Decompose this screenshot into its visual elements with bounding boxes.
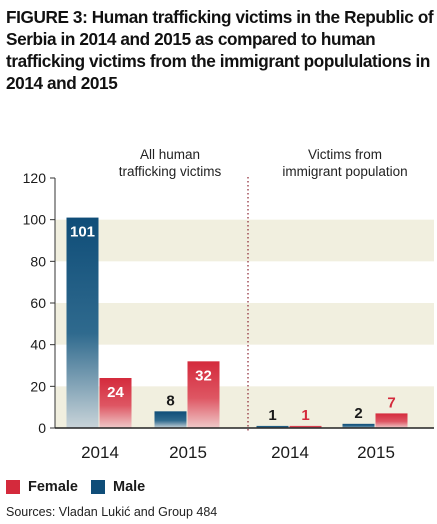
grid-band	[55, 219, 434, 262]
y-tick-label: 120	[23, 170, 47, 186]
data-label: 2	[354, 405, 362, 422]
y-tick-label: 0	[38, 420, 46, 436]
y-tick-label: 20	[30, 378, 46, 394]
x-tick-label: 2015	[169, 443, 207, 462]
chart-title: FIGURE 3: Human trafficking victims in t…	[6, 7, 434, 93]
source-note: Sources: Vladan Lukić and Group 484	[6, 505, 218, 519]
bars	[66, 217, 408, 428]
bar-female-all-2015	[187, 361, 220, 428]
y-tick-label: 100	[23, 212, 47, 228]
x-tick-label: 2014	[271, 443, 309, 462]
bar-female-all-2014	[99, 378, 132, 428]
data-label: 101	[70, 224, 95, 241]
y-tick-label: 80	[30, 253, 46, 269]
legend-label-female: Female	[28, 479, 78, 495]
grid-band	[55, 303, 434, 345]
data-label: 32	[195, 367, 212, 384]
legend-swatch-male	[91, 480, 105, 494]
legend-male: Male	[91, 479, 145, 495]
bar-male-immigrant-2014	[256, 425, 289, 428]
bar-female-immigrant-2015	[375, 413, 408, 428]
legend-female: Female	[6, 479, 78, 495]
data-label: 1	[301, 407, 309, 424]
data-label: 1	[268, 407, 276, 424]
x-tick-label: 2015	[357, 443, 395, 462]
data-label: 24	[107, 384, 124, 401]
legend-label-male: Male	[113, 479, 146, 495]
data-labels: 101 24 8 32 1 1 2 7	[70, 224, 396, 424]
y-tick-label: 60	[30, 295, 46, 311]
x-tick-label: 2014	[81, 443, 119, 462]
y-axis-ticks: 0 20 40 60 80 100 120	[23, 170, 56, 436]
data-label: 7	[387, 394, 395, 411]
x-axis-ticks: 2014 2015 2014 2015	[81, 443, 395, 462]
legend-swatch-female	[6, 480, 20, 494]
bar-male-all-2014	[66, 217, 99, 428]
bar-male-immigrant-2015	[342, 423, 375, 428]
bar-female-immigrant-2014	[289, 425, 322, 428]
y-tick-label: 40	[30, 337, 46, 353]
bar-male-all-2015	[154, 411, 187, 428]
group-label-all-victims: All human trafficking victims	[118, 147, 222, 179]
data-label: 8	[166, 392, 174, 409]
group-label-immigrant-victims: Victims from immigrant population	[282, 147, 408, 179]
